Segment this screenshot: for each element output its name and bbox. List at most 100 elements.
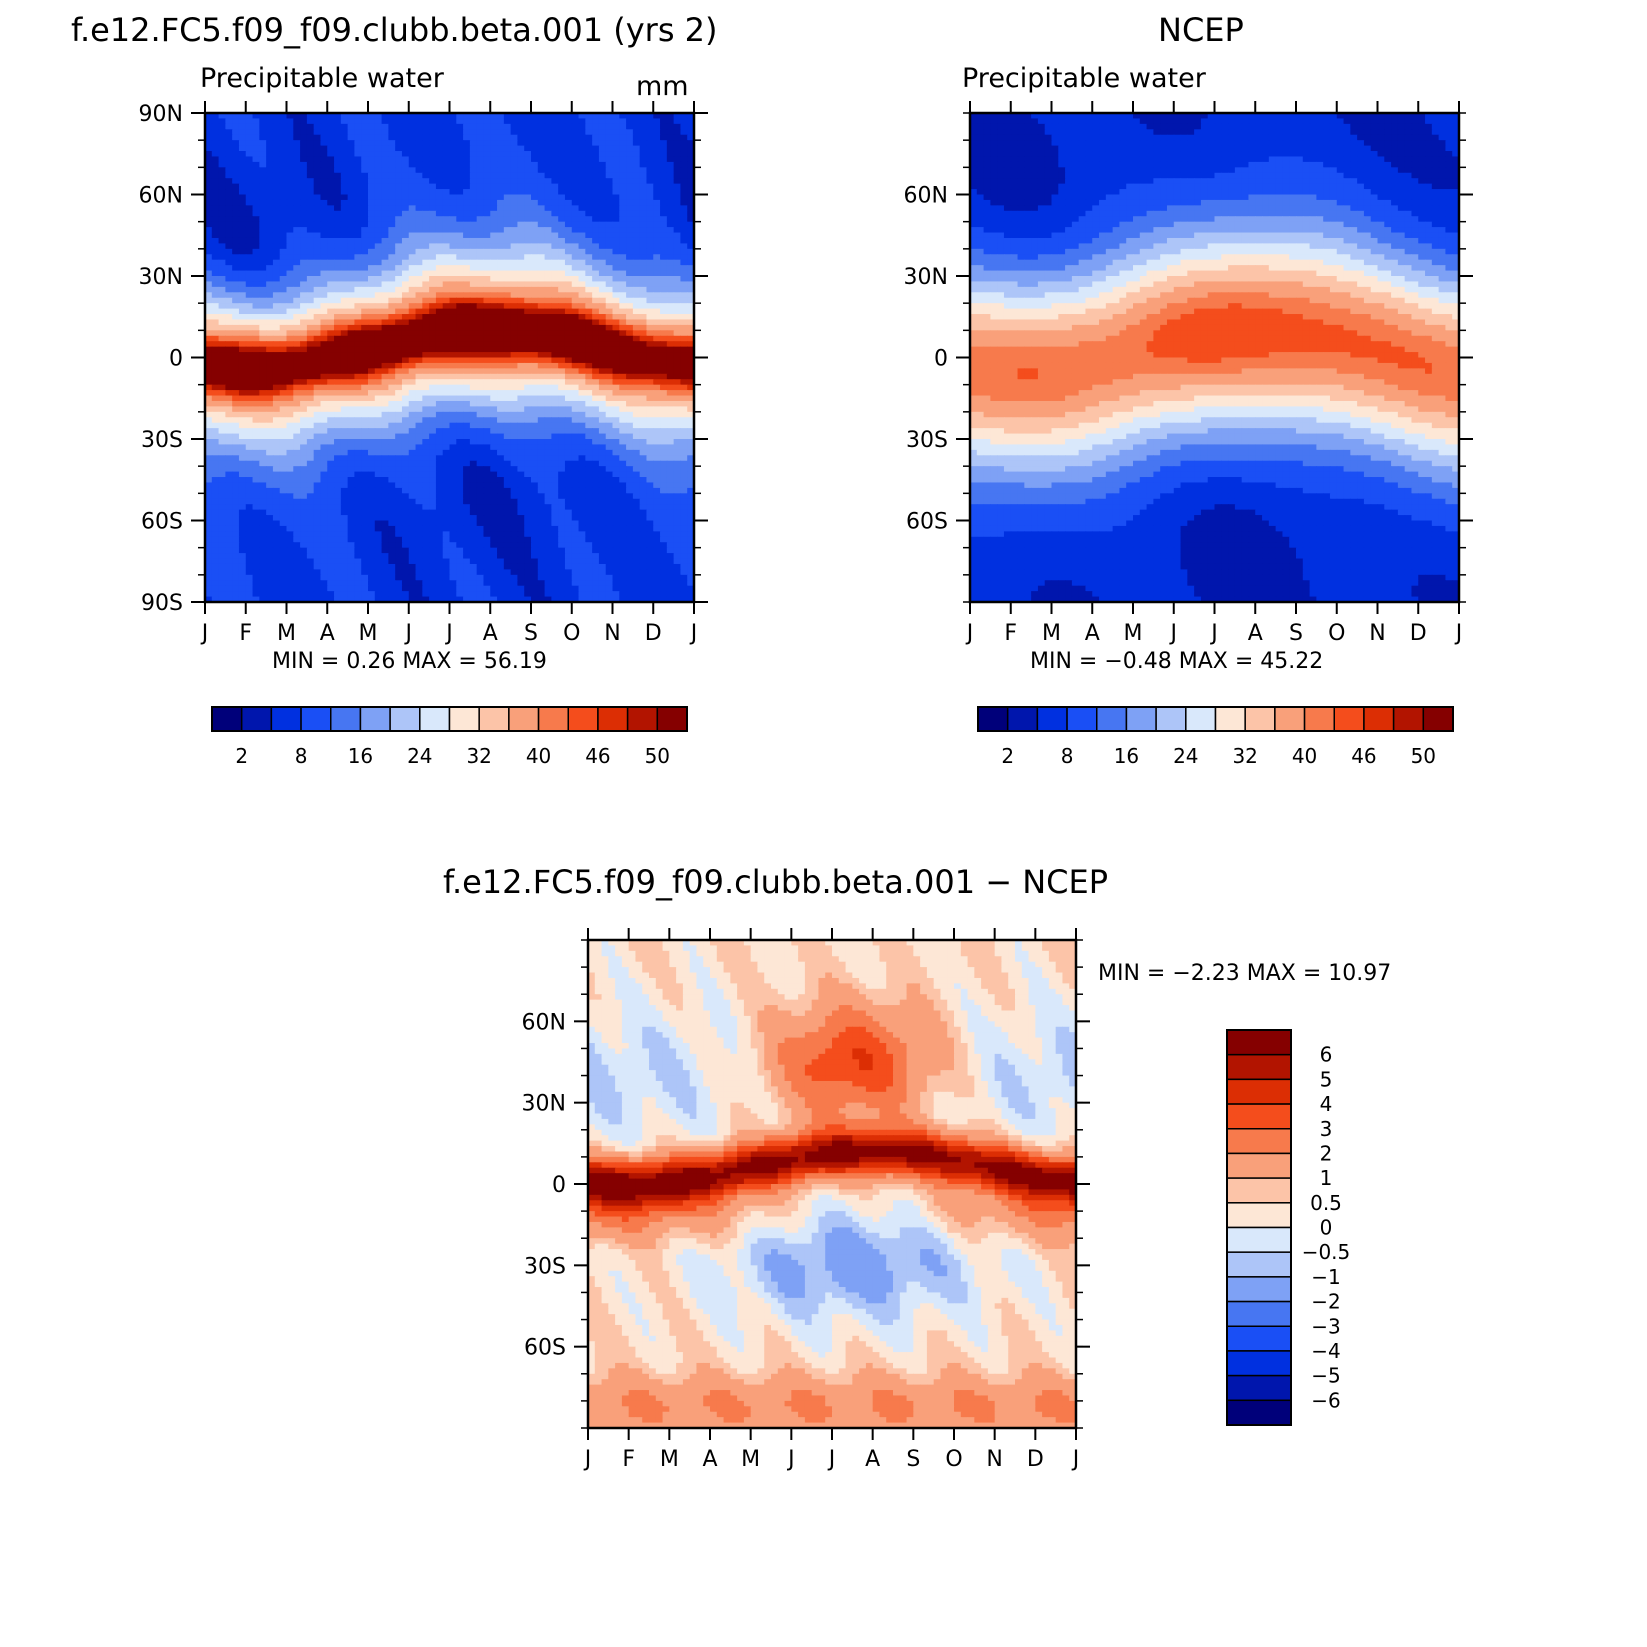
y-tick-label: 30N [522, 1092, 566, 1117]
colorbar-label: 2 [235, 744, 248, 768]
colorbar-label: 50 [1411, 744, 1436, 768]
colorbar-swatch [211, 706, 243, 732]
x-tick-label: S [906, 1447, 920, 1472]
colorbar-swatch [1226, 1399, 1292, 1426]
colorbar-swatch [977, 706, 1009, 732]
y-tick-label: 30S [524, 1254, 566, 1279]
y-tick-label: 90S [141, 591, 183, 616]
colorbar-label: −3 [1311, 1314, 1340, 1338]
y-tick-label: 60S [524, 1336, 566, 1361]
colorbar-swatch [597, 706, 629, 732]
colorbar-label: 8 [295, 744, 308, 768]
colorbar-swatch [389, 706, 421, 732]
colorbar-swatch [537, 706, 569, 732]
x-tick-label: M [1124, 621, 1143, 646]
x-tick-label: J [1071, 1447, 1080, 1472]
diff-heatmap [588, 940, 1077, 1429]
x-tick-label: O [563, 621, 580, 646]
colorbar-label: 4 [1320, 1092, 1333, 1116]
y-tick-label: 90N [139, 102, 183, 127]
x-tick-label: F [622, 1447, 635, 1472]
colorbar-label: 2 [1001, 744, 1014, 768]
x-tick-label: D [645, 621, 662, 646]
x-tick-label: M [359, 621, 378, 646]
colorbar-label: 46 [1351, 744, 1376, 768]
colorbar-label: 3 [1320, 1117, 1333, 1141]
colorbar-swatch [1155, 706, 1187, 732]
colorbar-label: 24 [1173, 744, 1198, 768]
colorbar-swatch [1006, 706, 1039, 732]
colorbar-swatch [1096, 706, 1128, 732]
colorbar-swatch [1333, 706, 1365, 732]
colorbar-label: −5 [1311, 1364, 1340, 1388]
colorbar-swatch [567, 706, 599, 732]
colorbar-label: 5 [1320, 1067, 1333, 1091]
colorbar-label: 16 [348, 744, 373, 768]
x-tick-label: S [1289, 621, 1303, 646]
colorbar-label: 40 [1292, 744, 1317, 768]
x-tick-label: J [689, 621, 698, 646]
colorbar-swatch [1226, 1374, 1292, 1402]
colorbar-swatch [1185, 706, 1217, 732]
colorbar-label: −6 [1311, 1388, 1340, 1412]
x-tick-label: A [320, 621, 335, 646]
y-tick-label: 60N [904, 184, 948, 209]
colorbar-label: −0.5 [1302, 1240, 1351, 1264]
x-tick-label: J [404, 621, 413, 646]
colorbar-label: −1 [1311, 1265, 1340, 1289]
colorbar-label: 16 [1114, 744, 1139, 768]
diff-title: f.e12.FC5.f09_f09.clubb.beta.001 − NCEP [443, 863, 1109, 901]
x-tick-label: J [1454, 621, 1463, 646]
x-tick-label: M [741, 1447, 760, 1472]
y-tick-label: 0 [934, 347, 948, 372]
colorbar-label: 6 [1320, 1043, 1333, 1067]
x-tick-label: A [865, 1447, 880, 1472]
x-tick-label: M [1042, 621, 1061, 646]
colorbar-swatch [1226, 1251, 1292, 1278]
colorbar-swatch [448, 706, 480, 732]
x-tick-label: D [1027, 1447, 1044, 1472]
x-tick-label: J [827, 1447, 836, 1472]
colorbar-swatch [1226, 1128, 1292, 1155]
colorbar-swatch [359, 706, 391, 732]
x-tick-label: F [1004, 621, 1017, 646]
colorbar-swatch [1226, 1226, 1292, 1253]
x-tick-label: O [1328, 621, 1345, 646]
y-tick-label: 30S [141, 428, 183, 453]
colorbar-swatch [1036, 706, 1068, 732]
x-tick-label: A [483, 621, 498, 646]
x-tick-label: N [986, 1447, 1002, 1472]
x-tick-label: J [965, 621, 974, 646]
colorbar-label: −4 [1311, 1339, 1340, 1363]
y-tick-label: 60N [139, 184, 183, 209]
colorbar-swatch [330, 706, 362, 732]
x-tick-label: A [1248, 621, 1263, 646]
y-tick-label: 30S [906, 428, 948, 453]
x-tick-label: J [1209, 621, 1218, 646]
colorbar-swatch [1226, 1029, 1292, 1056]
colorbar-swatch [1303, 706, 1335, 732]
x-tick-label: N [604, 621, 620, 646]
y-tick-label: 30N [904, 265, 948, 290]
colorbar-swatch [1226, 1078, 1292, 1105]
colorbar-label: 1 [1320, 1166, 1333, 1190]
colorbar-swatch [1226, 1325, 1292, 1352]
y-tick-label: 0 [552, 1173, 566, 1198]
x-tick-label: S [524, 621, 538, 646]
colorbar-swatch [419, 706, 451, 732]
colorbar-swatch [656, 706, 688, 732]
obs-subtitle: Precipitable water [962, 63, 1206, 94]
colorbar-label: 50 [645, 744, 670, 768]
colorbar-label: 40 [526, 744, 551, 768]
colorbar-swatch [1274, 706, 1306, 732]
colorbar-label: 2 [1320, 1141, 1333, 1165]
colorbar-swatch [1226, 1177, 1292, 1204]
x-tick-label: J [786, 1447, 795, 1472]
colorbar-swatch [1214, 706, 1246, 732]
colorbar-swatch [240, 706, 273, 732]
obs-colorbar: 2 8 16 24 32 40 46 50 [977, 706, 1454, 768]
y-tick-label: 60S [141, 510, 183, 535]
